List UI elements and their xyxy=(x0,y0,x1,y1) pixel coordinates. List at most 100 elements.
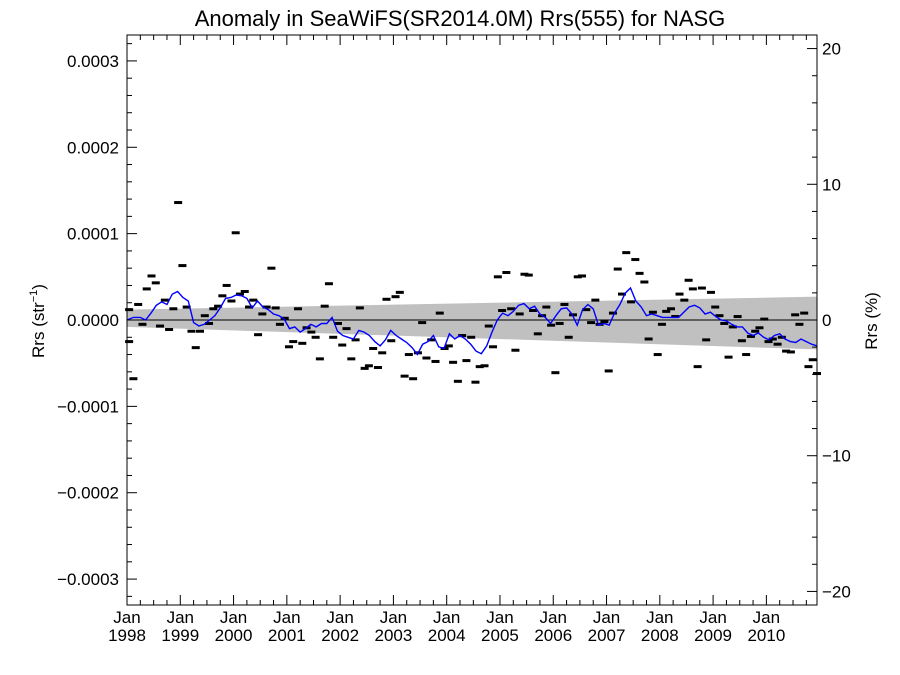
anomaly-marker xyxy=(165,328,174,331)
anomaly-marker xyxy=(235,292,244,296)
anomaly-marker xyxy=(680,298,689,302)
anomaly-marker xyxy=(800,311,809,315)
x-tick-label-month: Jan xyxy=(486,608,513,627)
x-tick-label-month: Jan xyxy=(540,608,567,627)
anomaly-marker xyxy=(227,299,236,303)
x-tick-label-month: Jan xyxy=(753,608,780,627)
anomaly-marker xyxy=(222,283,231,287)
anomaly-marker xyxy=(294,307,303,311)
anomaly-marker xyxy=(400,374,409,378)
anomaly-marker xyxy=(125,308,134,312)
y2-tick-label: −20 xyxy=(822,582,851,601)
anomaly-marker xyxy=(675,292,684,296)
anomaly-marker xyxy=(604,369,613,373)
left-axis: 0.0003 0.0002 0.0001 0.0000 −0.0001 −0.0002 −0… xyxy=(57,43,137,597)
y-tick-label: −0.0001 xyxy=(57,397,119,416)
anomaly-marker xyxy=(342,327,351,331)
y2-tick-label: 10 xyxy=(822,175,841,194)
anomaly-marker xyxy=(746,334,755,338)
anomaly-marker xyxy=(737,339,746,343)
anomaly-marker xyxy=(542,305,551,309)
anomaly-marker xyxy=(733,315,742,319)
anomaly-marker xyxy=(182,305,191,309)
anomaly-marker xyxy=(715,314,724,318)
anomaly-marker xyxy=(218,294,227,298)
y-axis-label: Rrs (str−1) xyxy=(28,284,48,358)
y2-axis-label: Rrs (%) xyxy=(862,292,881,350)
y-tick-label: −0.0002 xyxy=(57,484,119,503)
anomaly-marker xyxy=(147,274,156,278)
anomaly-marker xyxy=(249,298,258,302)
anomaly-marker xyxy=(644,337,653,341)
anomaly-marker xyxy=(524,273,533,277)
x-tick-label-year: 2006 xyxy=(534,626,572,645)
y-axis-label-close: ) xyxy=(29,284,48,290)
anomaly-marker xyxy=(640,280,649,284)
x-tick-label-year: 2005 xyxy=(481,626,519,645)
x-tick-label-month: Jan xyxy=(433,608,460,627)
anomaly-marker xyxy=(289,340,298,344)
anomaly-marker xyxy=(307,330,316,334)
anomaly-marker xyxy=(498,309,507,312)
anomaly-marker xyxy=(591,298,600,302)
anomaly-marker xyxy=(617,292,626,296)
anomaly-marker xyxy=(395,290,404,294)
y2-tick-label: −10 xyxy=(822,447,851,466)
anomaly-marker xyxy=(151,281,160,285)
anomaly-marker xyxy=(564,335,573,339)
y-tick-label: 0.0000 xyxy=(67,311,119,330)
anomaly-marker xyxy=(320,304,329,308)
anomaly-marker xyxy=(728,325,737,329)
y-axis-label-exponent: −1 xyxy=(28,290,40,303)
anomaly-marker xyxy=(382,297,391,301)
chart-title: Anomaly in SeaWiFS(SR2014.0M) Rrs(555) f… xyxy=(195,6,726,31)
x-tick-label-year: 1999 xyxy=(161,626,199,645)
anomaly-marker xyxy=(214,304,223,308)
x-tick-label-month: Jan xyxy=(113,608,140,627)
anomaly-marker xyxy=(262,305,271,309)
x-tick-label-year: 1998 xyxy=(108,626,146,645)
confidence-band-layer xyxy=(127,296,817,350)
anomaly-marker xyxy=(271,306,280,310)
anomaly-marker xyxy=(369,347,378,350)
anomaly-marker xyxy=(125,340,134,344)
anomaly-marker xyxy=(768,337,777,341)
anomaly-marker xyxy=(169,307,178,311)
y-tick-label: −0.0003 xyxy=(57,570,119,589)
anomaly-marker xyxy=(702,338,711,342)
anomaly-marker xyxy=(324,282,333,286)
anomaly-marker xyxy=(533,332,542,336)
anomaly-marker xyxy=(142,287,151,291)
anomaly-marker xyxy=(804,365,813,369)
anomaly-marker xyxy=(808,358,817,362)
anomaly-marker xyxy=(547,323,556,327)
anomaly-marker xyxy=(573,275,582,279)
y2-tick-label: 20 xyxy=(822,40,841,59)
anomaly-marker xyxy=(600,320,609,324)
anomaly-marker xyxy=(378,351,387,355)
anomaly-marker xyxy=(191,346,200,350)
anomaly-marker xyxy=(209,307,218,311)
anomaly-marker xyxy=(693,365,702,369)
anomaly-marker xyxy=(667,307,676,311)
anomaly-marker xyxy=(138,322,147,326)
anomaly-marker xyxy=(671,315,680,319)
anomaly-marker xyxy=(755,326,764,330)
y-tick-label: 0.0002 xyxy=(67,138,119,157)
anomaly-marker xyxy=(706,290,715,294)
x-tick-label-month: Jan xyxy=(326,608,353,627)
running-mean-layer xyxy=(126,286,818,356)
anomaly-marker xyxy=(444,344,453,348)
x-tick-label-month: Jan xyxy=(380,608,407,627)
anomaly-marker xyxy=(791,313,800,317)
anomaly-marker xyxy=(764,340,773,344)
anomaly-marker xyxy=(355,306,364,310)
x-tick-label-month: Jan xyxy=(593,608,620,627)
anomaly-marker xyxy=(773,342,782,346)
anomaly-marker xyxy=(418,321,427,325)
anomaly-marker xyxy=(347,357,356,361)
anomaly-marker xyxy=(502,271,511,274)
monthly-anomaly-layer xyxy=(125,201,821,384)
anomaly-marker xyxy=(795,322,804,326)
anomaly-marker xyxy=(284,345,293,349)
